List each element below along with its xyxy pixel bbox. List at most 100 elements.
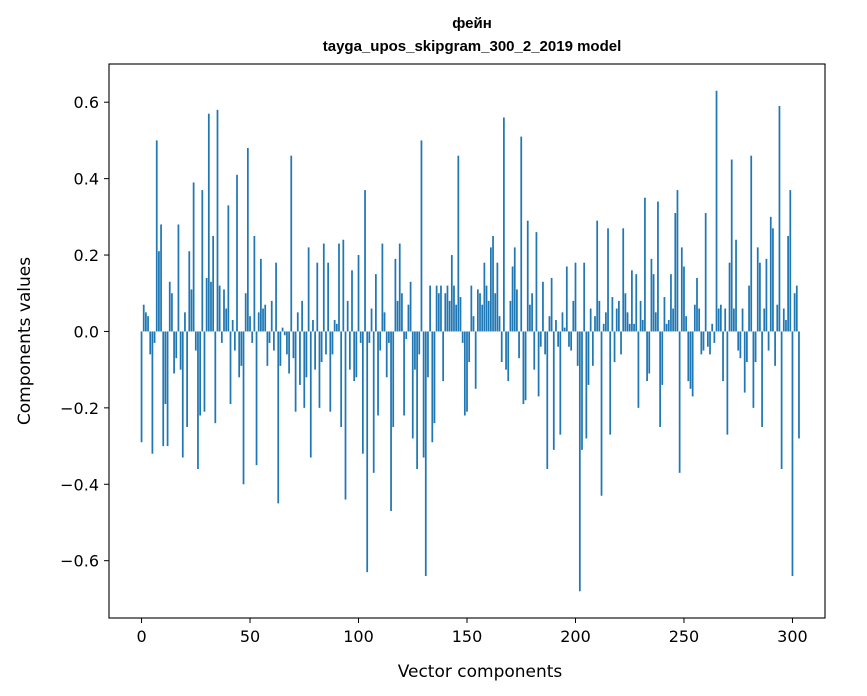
- bar-component-114: [388, 331, 390, 343]
- bar-component-275: [737, 331, 740, 351]
- bar-component-109: [377, 331, 379, 416]
- bar-component-272: [730, 159, 733, 332]
- bar-component-14: [171, 293, 173, 332]
- bar-component-261: [706, 331, 709, 347]
- bar-component-102: [361, 331, 364, 454]
- bar-component-12: [166, 331, 169, 447]
- bar-component-34: [214, 331, 217, 424]
- bar-component-3: [147, 316, 149, 332]
- bar-component-178: [526, 220, 529, 332]
- bar-component-301: [793, 293, 796, 332]
- bar-component-60: [270, 300, 273, 332]
- bar-component-44: [236, 174, 238, 332]
- bar-component-161: [490, 247, 492, 332]
- bar-component-123: [407, 304, 410, 332]
- x-tick-label: 300: [777, 627, 808, 646]
- bar-component-215: [607, 228, 609, 332]
- bar-component-248: [678, 331, 681, 473]
- bar-component-294: [778, 106, 781, 332]
- bar-component-96: [348, 331, 351, 370]
- bar-component-153: [472, 316, 475, 332]
- bar-component-265: [715, 90, 718, 332]
- bar-component-21: [186, 331, 188, 427]
- bar-component-211: [598, 300, 601, 332]
- bar-component-95: [346, 300, 349, 332]
- bar-component-264: [713, 331, 716, 343]
- bar-component-58: [266, 331, 269, 366]
- bar-component-279: [746, 331, 748, 363]
- bar-component-163: [494, 293, 497, 332]
- bar-component-298: [787, 235, 789, 332]
- bar-component-295: [780, 331, 783, 469]
- bar-component-78: [309, 331, 312, 458]
- bar-component-199: [572, 300, 575, 332]
- bar-component-300: [791, 331, 794, 576]
- bar-component-7: [155, 140, 158, 332]
- bar-component-69: [290, 155, 293, 332]
- bar-component-112: [383, 312, 386, 332]
- bar-component-81: [316, 262, 319, 332]
- bar-component-191: [555, 319, 557, 332]
- bar-component-137: [437, 293, 440, 332]
- bar-component-156: [479, 293, 481, 332]
- bar-component-159: [485, 285, 488, 332]
- bar-component-15: [173, 331, 175, 374]
- bar-component-173: [516, 289, 518, 332]
- bar-component-242: [665, 323, 668, 332]
- bar-component-134: [431, 331, 434, 443]
- bar-component-108: [375, 274, 377, 332]
- bar-component-47: [242, 331, 245, 485]
- bar-component-150: [466, 331, 468, 412]
- bar-component-172: [513, 247, 516, 332]
- bar-component-39: [225, 308, 228, 332]
- bar-component-9: [160, 224, 162, 332]
- bar-component-42: [231, 319, 234, 332]
- bar-component-61: [273, 331, 275, 351]
- plot-area-frame: [108, 63, 826, 619]
- bar-component-225: [628, 323, 631, 332]
- bar-component-127: [416, 331, 418, 469]
- bar-component-79: [312, 319, 314, 332]
- bar-component-234: [648, 331, 651, 374]
- bar-component-177: [524, 331, 527, 401]
- bar-component-32: [210, 281, 212, 332]
- bar-component-247: [676, 190, 679, 332]
- bar-component-203: [581, 331, 583, 450]
- bar-component-287: [763, 308, 766, 332]
- bar-component-276: [739, 331, 742, 359]
- bar-component-91: [338, 243, 340, 332]
- bar-component-222: [622, 228, 625, 332]
- bar-component-226: [631, 270, 633, 332]
- bar-component-241: [663, 297, 666, 332]
- bar-component-157: [481, 304, 484, 332]
- bar-component-160: [487, 300, 490, 332]
- bar-component-48: [244, 293, 247, 332]
- bar-component-49: [246, 148, 249, 332]
- bar-component-111: [381, 243, 384, 332]
- bar-component-246: [674, 213, 677, 332]
- bar-component-33: [212, 235, 215, 332]
- bar-component-110: [379, 331, 382, 351]
- bar-component-170: [509, 300, 512, 332]
- bar-component-207: [589, 308, 592, 332]
- bar-component-72: [296, 312, 299, 332]
- bar-component-219: [615, 308, 618, 332]
- bar-component-105: [368, 331, 371, 343]
- y-tick-label: 0.0: [74, 322, 99, 341]
- bar-component-278: [743, 331, 746, 393]
- y-tick-label: 0.6: [74, 93, 99, 112]
- bar-component-288: [765, 258, 768, 332]
- bar-series: [140, 90, 800, 592]
- bar-component-18: [179, 331, 182, 370]
- bar-component-92: [340, 331, 343, 427]
- bar-component-106: [370, 308, 373, 332]
- bar-component-141: [446, 285, 449, 332]
- bar-component-84: [322, 243, 325, 332]
- bar-component-133: [429, 285, 431, 332]
- bar-component-55: [260, 258, 262, 332]
- bar-component-57: [264, 304, 267, 332]
- bar-component-296: [782, 308, 785, 332]
- bar-component-136: [435, 285, 438, 332]
- bar-component-274: [735, 239, 737, 332]
